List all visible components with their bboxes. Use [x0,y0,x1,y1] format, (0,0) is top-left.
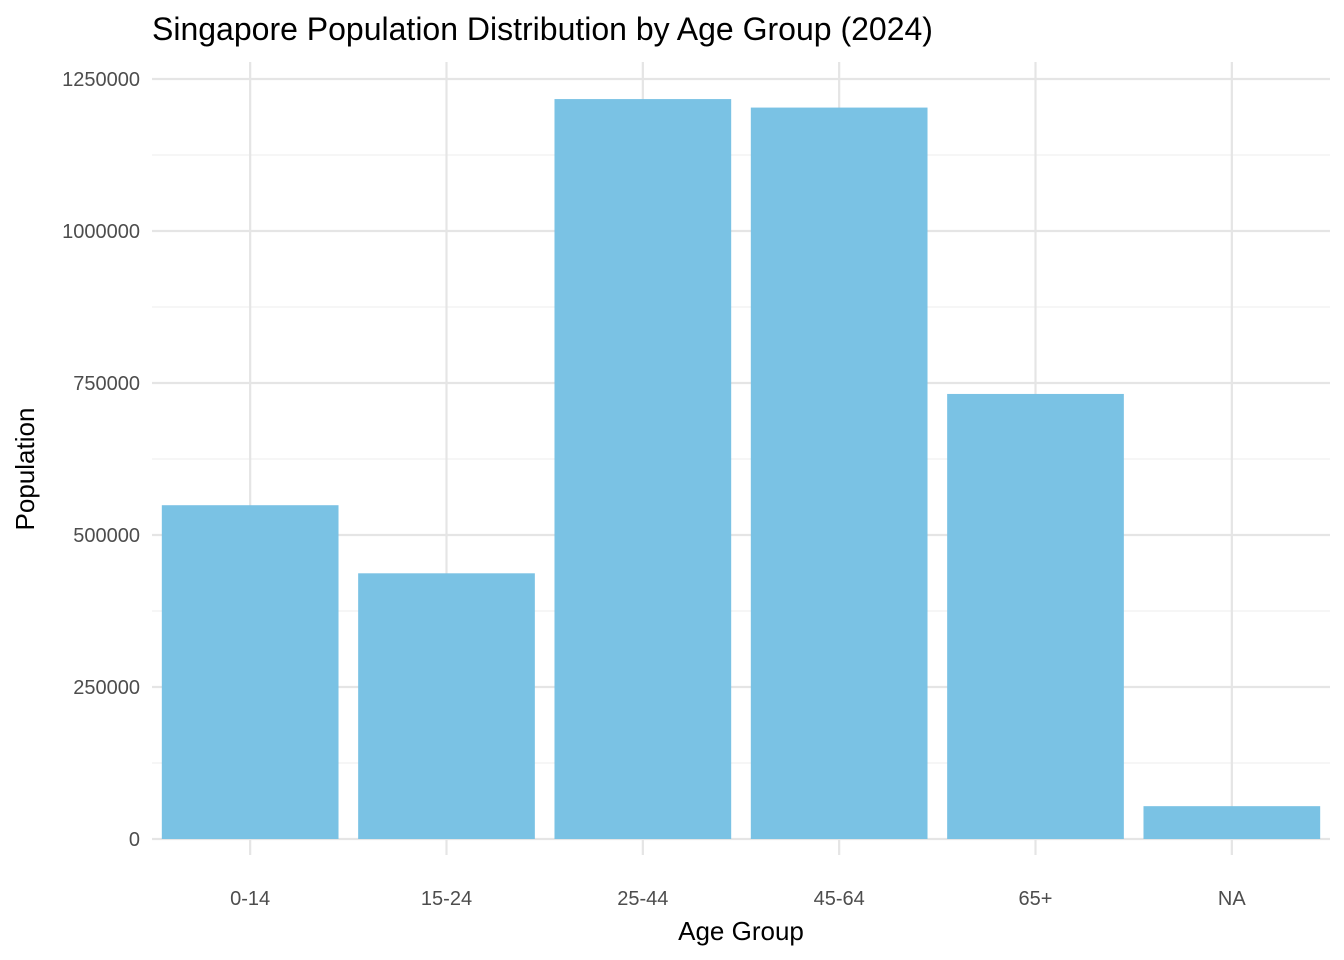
x-tick-label: 0-14 [230,888,270,910]
bar-25-44 [554,99,732,839]
y-tick-label: 0 [129,829,140,851]
x-tick-label: 65+ [1019,888,1053,910]
x-tick-label: 15-24 [421,888,472,910]
bar-0-14 [161,505,339,839]
y-tick-label: 250000 [73,677,140,699]
chart-title: Singapore Population Distribution by Age… [152,11,933,47]
y-tick-label: 500000 [73,525,140,547]
y-tick-label: 1000000 [62,221,140,243]
bar-45-64 [750,107,928,840]
bar-NA [1143,806,1321,839]
bar-15-24 [358,573,535,839]
y-axis-title: Population [10,408,40,531]
x-tick-label: 45-64 [814,888,865,910]
y-tick-label: 750000 [73,373,140,395]
y-axis-ticks: 0 250000 500000 750000 1000000 1250000 [62,69,140,851]
x-tick-label: NA [1218,888,1246,910]
bar-65+ [947,393,1124,839]
bars [161,99,1321,840]
x-axis-ticks: 0-14 15-24 25-44 45-64 65+ NA [230,888,1246,910]
x-tick-label: 25-44 [617,888,668,910]
x-axis-title: Age Group [678,916,804,946]
y-tick-label: 1250000 [62,69,140,91]
